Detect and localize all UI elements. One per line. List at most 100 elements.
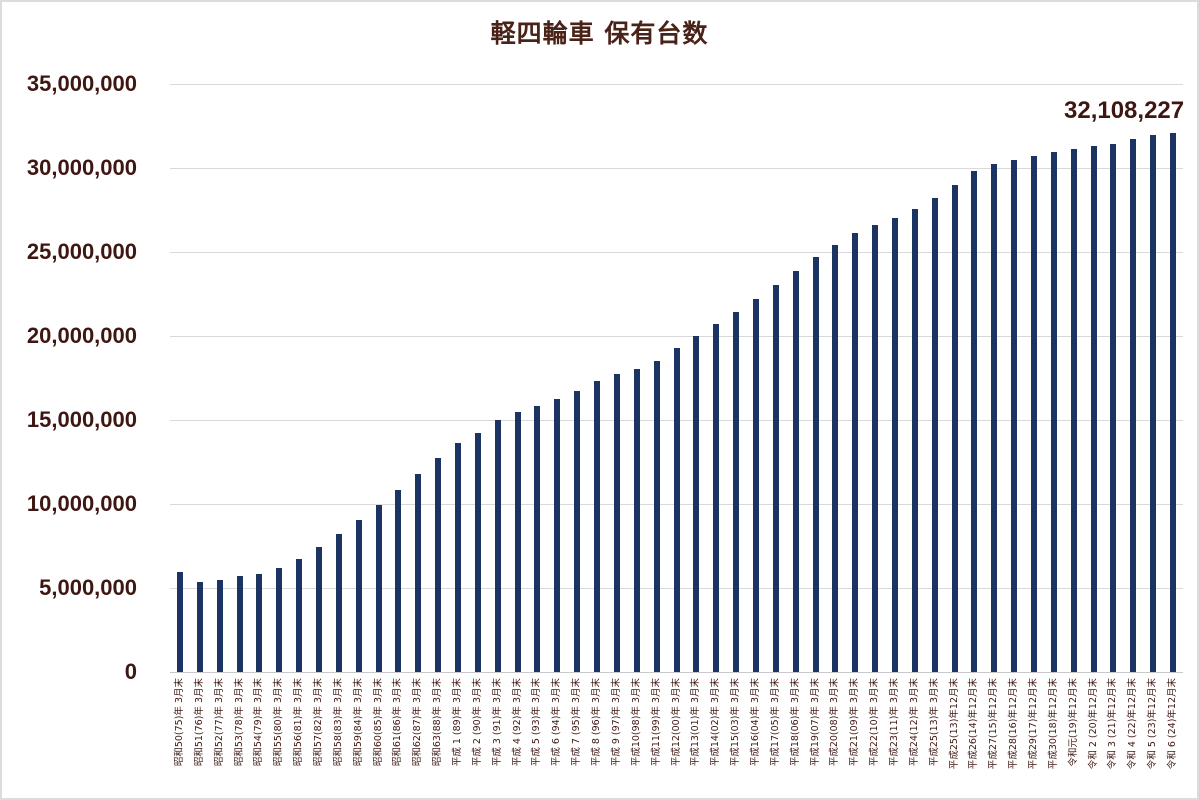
bar bbox=[415, 473, 421, 672]
bar bbox=[991, 163, 997, 672]
bar bbox=[296, 559, 302, 672]
x-tick-label: 平成 8 (96)年 3月末 bbox=[591, 678, 602, 767]
x-tick-label: 平成25(13)年12月末 bbox=[949, 678, 960, 770]
y-tick-label: 20,000,000 bbox=[26, 323, 137, 348]
bar bbox=[733, 311, 739, 672]
x-tick-label: 平成 6 (94)年 3月末 bbox=[551, 678, 562, 767]
x-tick-label: 昭和58(83)年 3月末 bbox=[333, 678, 344, 767]
bar bbox=[455, 442, 461, 672]
x-tick-label: 平成16(04)年 3月末 bbox=[750, 678, 761, 767]
x-tick-label: 平成25(13)年 3月末 bbox=[929, 678, 940, 767]
x-tick-label: 平成 7 (95)年 3月末 bbox=[571, 678, 582, 767]
y-tick-label: 5,000,000 bbox=[39, 575, 137, 600]
bar bbox=[534, 405, 540, 672]
x-tick-label: 昭和56(81)年 3月末 bbox=[293, 678, 304, 767]
x-tick-label: 平成23(11)年 3月末 bbox=[889, 678, 900, 767]
x-tick-label: 平成18(06)年 3月末 bbox=[790, 678, 801, 767]
bar bbox=[276, 567, 282, 672]
bar bbox=[952, 184, 958, 672]
x-tick-label: 平成11(99)年 3月末 bbox=[651, 678, 662, 767]
bar bbox=[395, 490, 401, 672]
bar bbox=[971, 171, 977, 672]
bar bbox=[1071, 149, 1077, 672]
x-tick-label: 平成 3 (91)年 3月末 bbox=[492, 678, 503, 767]
gridline bbox=[170, 168, 1183, 169]
x-tick-label: 平成27(15)年12月末 bbox=[988, 678, 999, 770]
gridline bbox=[170, 336, 1183, 337]
bar bbox=[316, 547, 322, 672]
x-tick-label: 平成28(16)年12月末 bbox=[1008, 678, 1019, 770]
bar bbox=[1011, 159, 1017, 672]
bar bbox=[1110, 143, 1116, 672]
bar bbox=[495, 420, 501, 672]
bar bbox=[753, 298, 759, 672]
x-tick-label: 平成 4 (92)年 3月末 bbox=[512, 678, 523, 767]
bar bbox=[713, 324, 719, 672]
bar bbox=[1031, 156, 1037, 672]
bar bbox=[356, 519, 362, 672]
x-tick-label: 昭和63(88)年 3月末 bbox=[432, 678, 443, 767]
x-tick-label: 昭和60(85)年 3月末 bbox=[373, 678, 384, 767]
x-tick-label: 昭和62(87)年 3月末 bbox=[412, 678, 423, 767]
x-tick-label: 平成10(98)年 3月末 bbox=[631, 678, 642, 767]
bar bbox=[654, 361, 660, 672]
x-tick-label: 平成19(07)年 3月末 bbox=[810, 678, 821, 767]
x-tick-label: 昭和50(75)年 3月末 bbox=[174, 678, 185, 767]
bar bbox=[376, 504, 382, 672]
bar bbox=[674, 348, 680, 672]
x-tick-label: 平成24(12)年 3月末 bbox=[909, 678, 920, 767]
x-tick-label: 平成26(14)年12月末 bbox=[968, 678, 979, 770]
x-tick-label: 令和 5 (23)年12月末 bbox=[1147, 678, 1158, 770]
x-tick-label: 平成 1 (89)年 3月末 bbox=[452, 678, 463, 767]
bar bbox=[1150, 135, 1156, 672]
x-tick-label: 令和 6 (24)年12月末 bbox=[1167, 678, 1178, 770]
x-tick-label: 平成13(01)年 3月末 bbox=[690, 678, 701, 767]
x-tick-label: 昭和53(78)年 3月末 bbox=[234, 678, 245, 767]
x-tick-label: 昭和55(80)年 3月末 bbox=[273, 678, 284, 767]
x-tick-label: 平成20(08)年 3月末 bbox=[829, 678, 840, 767]
y-tick-label: 0 bbox=[124, 659, 137, 684]
bar bbox=[932, 198, 938, 672]
bar bbox=[872, 225, 878, 672]
x-tick-label: 令和 2 (20)年12月末 bbox=[1088, 678, 1099, 770]
x-tick-label: 平成17(05)年 3月末 bbox=[770, 678, 781, 767]
bar bbox=[177, 571, 183, 672]
bar bbox=[515, 411, 521, 672]
gridline bbox=[170, 84, 1183, 85]
bar bbox=[852, 233, 858, 672]
y-tick-label: 30,000,000 bbox=[26, 155, 137, 180]
bar bbox=[197, 581, 203, 672]
bar bbox=[336, 533, 342, 672]
bar bbox=[475, 432, 481, 672]
y-tick-label: 10,000,000 bbox=[26, 491, 137, 516]
x-tick-label: 令和 4 (22)年12月末 bbox=[1127, 678, 1138, 770]
x-tick-label: 平成15(03)年 3月末 bbox=[730, 678, 741, 767]
bar bbox=[435, 457, 441, 672]
bar bbox=[832, 245, 838, 672]
bar bbox=[554, 398, 560, 672]
bar bbox=[1051, 152, 1057, 672]
x-tick-label: 昭和51(76)年 3月末 bbox=[194, 678, 205, 767]
x-tick-label: 平成12(00)年 3月末 bbox=[671, 678, 682, 767]
bar bbox=[1130, 139, 1136, 672]
y-tick-label: 25,000,000 bbox=[26, 239, 137, 264]
x-tick-label: 平成29(17)年12月末 bbox=[1028, 678, 1039, 770]
x-tick-label: 平成14(02)年 3月末 bbox=[710, 678, 721, 767]
bar bbox=[614, 374, 620, 672]
x-tick-label: 平成22(10)年 3月末 bbox=[869, 678, 880, 767]
bar bbox=[912, 208, 918, 672]
x-tick-label: 平成 5 (93)年 3月末 bbox=[531, 678, 542, 767]
chart-title: 軽四輪車 保有台数 bbox=[490, 19, 709, 48]
y-tick-label: 15,000,000 bbox=[26, 407, 137, 432]
bar bbox=[237, 576, 243, 672]
x-axis-line bbox=[170, 672, 1183, 673]
x-tick-label: 昭和54(79)年 3月末 bbox=[253, 678, 264, 767]
x-tick-label: 昭和59(84)年 3月末 bbox=[353, 678, 364, 767]
bar bbox=[773, 284, 779, 672]
x-tick-label: 平成30(18)年12月末 bbox=[1048, 678, 1059, 770]
bar bbox=[574, 390, 580, 672]
bar bbox=[793, 270, 799, 672]
data-label-last: 32,108,227 bbox=[1064, 97, 1185, 124]
bar bbox=[892, 218, 898, 672]
x-tick-label: 平成 2 (90)年 3月末 bbox=[472, 678, 483, 767]
